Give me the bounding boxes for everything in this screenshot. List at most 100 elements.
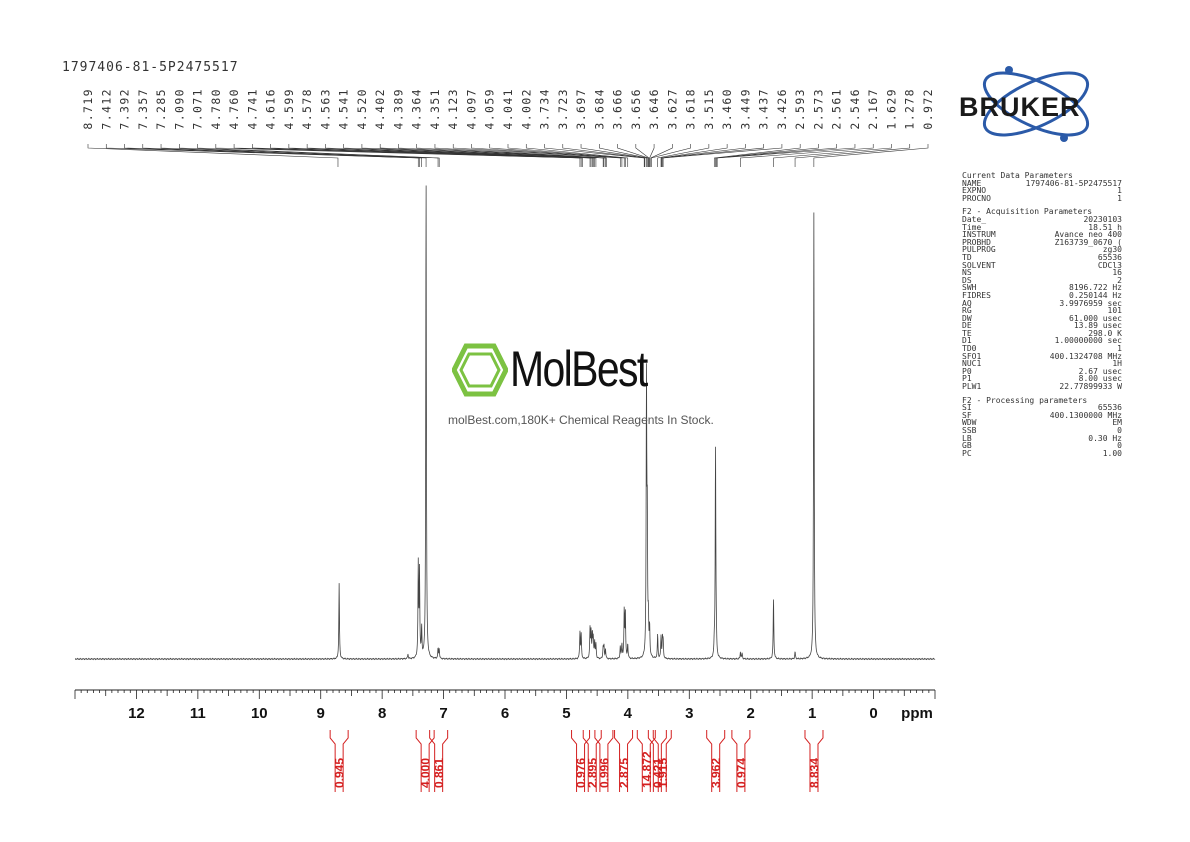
- param-value: 13.89 usec: [1073, 321, 1122, 331]
- param-key: Date_: [962, 214, 987, 224]
- processing-parameters-title: F2 - Processing parameters: [962, 395, 1088, 405]
- peak-connector: [657, 144, 710, 167]
- peak-shift-label: 3.734: [538, 88, 552, 130]
- peak-shift-label: 4.389: [391, 88, 405, 130]
- peak-connector: [343, 144, 595, 167]
- current-parameters-title: Current Data Parameters: [962, 171, 1073, 180]
- x-tick-label: 3: [685, 705, 693, 722]
- atom-orbit-icon: [982, 66, 1090, 142]
- x-tick-label: 11: [190, 705, 206, 722]
- param-key: SSB: [962, 426, 977, 435]
- peak-shift-label: 3.666: [611, 88, 625, 130]
- peak-shift-label: 4.520: [355, 88, 369, 130]
- molbest-tagline: molBest.com,180K+ Chemical Reagents In S…: [448, 413, 714, 427]
- param-value: 1: [1117, 193, 1122, 203]
- integral-value: 1.915: [656, 758, 670, 788]
- peak-connector: [713, 144, 801, 167]
- param-key: Time: [962, 222, 982, 232]
- peak-shift-label: 3.646: [647, 88, 661, 130]
- peak-connector: [325, 144, 594, 167]
- molbest-watermark: MolBest molBest.com,180K+ Chemical Reage…: [448, 340, 742, 440]
- peak-shift-label: 3.627: [665, 88, 679, 130]
- peak-connector: [124, 144, 420, 167]
- param-value: 0.30 Hz: [1088, 433, 1122, 443]
- peak-shift-label: 2.167: [866, 88, 880, 130]
- peak-connector: [715, 144, 837, 167]
- peak-connector: [270, 144, 591, 167]
- param-key: NAME: [962, 178, 982, 188]
- x-tick-label: 12: [128, 705, 145, 722]
- param-key: NUC1: [962, 359, 982, 369]
- param-row: RG 101: [962, 307, 1122, 315]
- peak-connector: [599, 144, 648, 167]
- peak-connector: [715, 144, 819, 167]
- peak-shift-label: 4.780: [209, 88, 223, 130]
- integral-bracket: [614, 730, 634, 792]
- peak-shift-label: 7.357: [136, 88, 150, 130]
- param-value: CDCl3: [1097, 260, 1122, 270]
- param-value: 1.00000000 sec: [1054, 336, 1122, 346]
- integral-value: 0.974: [734, 758, 748, 788]
- param-row: DS 2: [962, 275, 1122, 285]
- peak-shift-label: 3.723: [556, 88, 570, 130]
- param-key: PC: [962, 448, 972, 458]
- x-tick-label: 6: [501, 705, 509, 722]
- peak-shift-label: 4.402: [373, 88, 387, 130]
- param-key: PULPROG: [962, 245, 996, 255]
- peak-shift-label: 3.460: [720, 88, 734, 130]
- peak-shift-label: 8.719: [81, 88, 95, 130]
- param-row: SWH 8196.722 Hz: [962, 284, 1122, 292]
- param-key: TD0: [962, 344, 977, 354]
- peak-shift-label: 4.578: [300, 88, 314, 130]
- integral-value: 2.875: [617, 758, 631, 788]
- param-key: AQ: [962, 298, 972, 308]
- peak-shift-label: 4.059: [483, 88, 497, 130]
- peak-shift-label: 1.278: [903, 88, 917, 130]
- param-key: SFO1: [962, 351, 982, 361]
- param-row: Date_ 20230103: [962, 216, 1122, 224]
- peak-shift-label: 4.563: [318, 88, 332, 130]
- integral-value: 14.872: [640, 751, 654, 788]
- param-row: GB 0: [962, 442, 1122, 450]
- integral-value: 0.976: [574, 758, 588, 788]
- peak-connector: [662, 144, 783, 167]
- param-value: Z163739_0670 (: [1054, 237, 1122, 247]
- param-key: SI: [962, 403, 972, 413]
- peak-connector: [649, 144, 655, 167]
- peak-connector-layer: [87, 144, 929, 167]
- param-row: EXPNO 1: [962, 187, 1122, 195]
- x-tick-label: 1: [808, 705, 816, 722]
- param-value: 1: [1117, 344, 1122, 354]
- integral-value: 3.962: [709, 758, 723, 788]
- peak-shift-label: 3.515: [702, 88, 716, 130]
- molbest-name: MolBest: [510, 341, 648, 397]
- peak-connector: [794, 144, 911, 167]
- param-row: SI 65536: [962, 404, 1122, 412]
- param-row: SSB 0: [962, 427, 1122, 435]
- peak-connector: [105, 144, 419, 167]
- sample-id: 1797406-81-5P2475517: [62, 60, 239, 75]
- peak-shift-label: 4.002: [519, 88, 533, 130]
- x-axis: 12 11 10 9 8 7 6 5 4 3 2 1 0 ppm: [74, 689, 936, 722]
- peak-connector: [416, 144, 606, 167]
- x-tick-label: 7: [439, 705, 447, 722]
- param-key: DE: [962, 321, 972, 331]
- x-tick-label: 4: [624, 705, 633, 722]
- peak-shift-label: 3.656: [629, 88, 643, 130]
- param-row: SOLVENT CDCl3: [962, 260, 1122, 270]
- peak-connector: [544, 144, 645, 167]
- peak-shift-label: 7.285: [154, 88, 168, 130]
- param-row: TD0 1: [962, 345, 1122, 353]
- param-key: DS: [962, 275, 972, 285]
- bruker-logo: BRUKER: [954, 62, 1118, 162]
- param-row: P0 2.67 usec: [962, 368, 1122, 376]
- param-value: 1797406-81-5P2475517: [1025, 178, 1122, 188]
- param-row: D1 1.00000000 sec: [962, 337, 1122, 345]
- peak-shift-label: 4.541: [337, 88, 351, 130]
- peak-connector: [813, 144, 929, 167]
- peak-connector: [650, 144, 673, 167]
- peak-connector: [661, 144, 746, 167]
- integral-value: 2.895: [586, 758, 600, 788]
